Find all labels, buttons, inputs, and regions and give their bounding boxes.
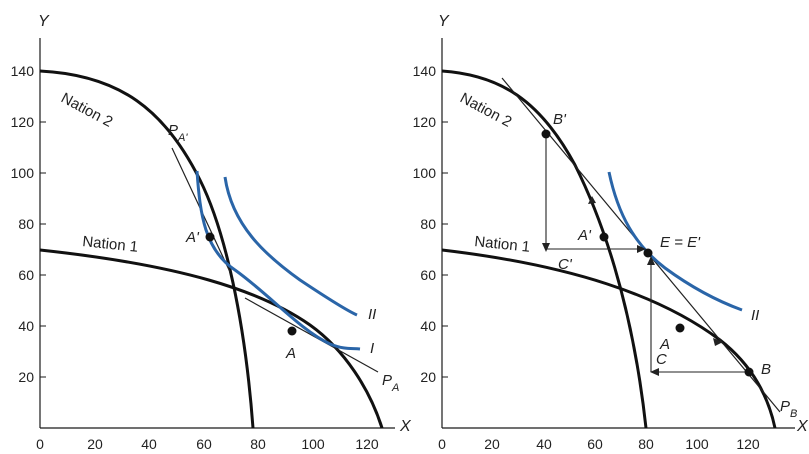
left-x-tick-label: 60 bbox=[196, 436, 212, 452]
right-x-tick-label: 0 bbox=[438, 436, 446, 452]
right-x-tick-label: 120 bbox=[736, 436, 760, 452]
right-y-tick-label: 120 bbox=[413, 114, 437, 130]
right-x-tick-label: 20 bbox=[484, 436, 500, 452]
right-x-axis-label: X bbox=[796, 418, 809, 435]
arrowhead-along-curve-icon bbox=[588, 196, 596, 204]
right-point-c-prime-label: C' bbox=[558, 256, 573, 273]
right-x-tick-label: 40 bbox=[536, 436, 552, 452]
right-nation1-label: Nation 1 bbox=[474, 233, 531, 256]
right-nation2-curve bbox=[441, 69, 648, 429]
right-nation2-label: Nation 2 bbox=[457, 90, 514, 131]
right-y-tick-label: 20 bbox=[420, 369, 436, 385]
right-point-a-prime-label: A' bbox=[577, 227, 592, 244]
right-x-tick-label: 80 bbox=[638, 436, 654, 452]
arrowhead-up-icon bbox=[647, 256, 655, 265]
right-y-tick-label: 100 bbox=[413, 165, 437, 181]
right-point-b-label: B bbox=[761, 361, 771, 378]
left-y-tick-label: 60 bbox=[18, 267, 34, 283]
right-point-a-prime bbox=[599, 232, 609, 242]
left-x-tick-label: 120 bbox=[355, 436, 379, 452]
left-x-tick-label: 80 bbox=[250, 436, 266, 452]
right-point-b-prime bbox=[541, 129, 551, 139]
left-price-line-pa bbox=[244, 297, 379, 373]
right-y-tick-label: 140 bbox=[413, 63, 437, 79]
right-y-tick-label: 60 bbox=[420, 267, 436, 283]
left-panel: Y X 20 40 60 80 100 120 140 0 20 40 60 8… bbox=[11, 13, 412, 452]
right-indiff-II-label: II bbox=[751, 307, 759, 324]
left-y-tick-label: 140 bbox=[11, 63, 35, 79]
right-y-tick-label: 80 bbox=[420, 216, 436, 232]
left-nation2-curve bbox=[39, 69, 255, 429]
right-price-label-pb: PB bbox=[780, 398, 797, 420]
right-point-b-prime-label: B' bbox=[553, 111, 567, 128]
left-point-a-prime bbox=[205, 232, 215, 242]
left-price-label-pa-prime: PA' bbox=[168, 122, 188, 144]
left-point-a-prime-label: A' bbox=[185, 229, 200, 246]
left-indifference-curve-I bbox=[195, 170, 361, 351]
right-point-c-label: C bbox=[656, 351, 667, 368]
right-indifference-curve-II bbox=[607, 171, 743, 312]
left-y-tick-label: 80 bbox=[18, 216, 34, 232]
left-nation1-curve bbox=[39, 248, 384, 429]
left-x-axis-label: X bbox=[399, 418, 412, 435]
left-x-tick-label: 40 bbox=[141, 436, 157, 452]
right-x-tick-label: 60 bbox=[587, 436, 603, 452]
right-y-axis-label: Y bbox=[438, 13, 450, 30]
left-y-tick-label: 100 bbox=[11, 165, 35, 181]
left-y-tick-label: 40 bbox=[18, 318, 34, 334]
right-point-b bbox=[744, 367, 754, 377]
left-x-tick-label: 0 bbox=[36, 436, 44, 452]
left-indifference-curve-II bbox=[223, 176, 358, 317]
right-point-e bbox=[643, 248, 653, 258]
left-x-tick-label: 100 bbox=[301, 436, 325, 452]
right-point-a bbox=[675, 323, 685, 333]
left-y-axis-label: Y bbox=[38, 13, 50, 30]
arrowhead-left-icon bbox=[650, 368, 659, 376]
right-point-e-label: E = E' bbox=[660, 234, 701, 251]
left-y-tick-label: 120 bbox=[11, 114, 35, 130]
right-nation1-curve bbox=[441, 248, 777, 429]
left-nation1-label: Nation 1 bbox=[82, 233, 139, 256]
right-point-a-label: A bbox=[659, 336, 670, 353]
right-panel: Y X 20 40 60 80 100 120 140 0 20 40 60 8… bbox=[413, 13, 809, 452]
right-x-tick-label: 100 bbox=[685, 436, 709, 452]
arrowhead-right-icon bbox=[637, 245, 646, 253]
left-nation2-label: Nation 2 bbox=[58, 90, 115, 131]
left-price-label-pa: PA bbox=[382, 372, 399, 394]
left-indiff-I-label: I bbox=[370, 340, 374, 357]
left-point-a bbox=[287, 326, 297, 336]
left-x-tick-label: 20 bbox=[87, 436, 103, 452]
left-y-tick-label: 20 bbox=[18, 369, 34, 385]
right-y-tick-label: 40 bbox=[420, 318, 436, 334]
left-indiff-II-label: II bbox=[368, 306, 376, 323]
arrowhead-down-icon bbox=[542, 243, 550, 252]
arrowhead-along-curve-icon bbox=[713, 338, 723, 346]
left-point-a-label: A bbox=[285, 345, 296, 362]
